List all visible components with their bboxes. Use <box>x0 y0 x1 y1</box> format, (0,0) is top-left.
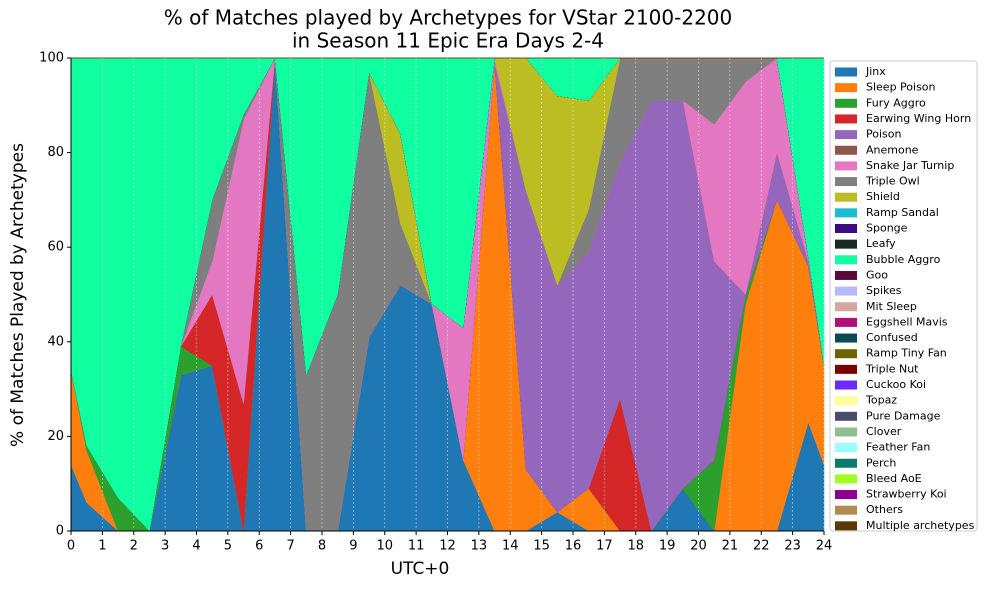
x-tick-label: 11 <box>408 539 425 554</box>
legend-label: Bubble Aggro <box>866 253 941 266</box>
legend: Jinx Sleep Poison Fury Aggro Earwing Wing H… <box>835 65 975 532</box>
x-tick-label: 0 <box>67 539 75 554</box>
legend-label: Perch <box>866 456 896 469</box>
x-tick-label: 21 <box>722 539 739 554</box>
legend-label: Bleed AoE <box>866 472 922 485</box>
legend-swatch <box>835 224 857 233</box>
x-tick-label: 12 <box>439 539 456 554</box>
legend-swatch <box>835 130 857 140</box>
y-tick-label: 0 <box>56 524 64 539</box>
legend-swatch <box>835 333 857 343</box>
legend-label: Confused <box>866 331 918 344</box>
legend-swatch <box>835 505 857 515</box>
legend-swatch <box>835 239 857 249</box>
legend-label: Poison <box>866 128 901 141</box>
legend-swatch <box>835 474 857 484</box>
x-tick-label: 16 <box>565 539 582 554</box>
x-tick-label: 18 <box>627 539 644 554</box>
legend-swatch <box>835 177 857 187</box>
x-tick-label: 23 <box>784 539 801 554</box>
legend-swatch <box>835 98 857 108</box>
legend-swatch <box>835 443 857 453</box>
y-tick-label: 20 <box>47 429 64 444</box>
legend-swatch <box>835 83 857 93</box>
legend-label: Anemone <box>866 143 919 156</box>
legend-label: Cuckoo Koi <box>866 378 926 391</box>
y-tick-label: 40 <box>47 334 64 349</box>
legend-label: Eggshell Mavis <box>866 315 948 328</box>
legend-swatch <box>835 114 857 124</box>
x-tick-label: 14 <box>502 539 519 554</box>
x-tick-label: 9 <box>349 539 357 554</box>
x-tick-label: 4 <box>192 539 200 554</box>
chart-title: in Season 11 Epic Era Days 2-4 <box>292 29 604 53</box>
x-tick-label: 1 <box>98 539 106 554</box>
legend-swatch <box>835 396 857 406</box>
legend-swatch <box>835 145 857 155</box>
x-tick-label: 19 <box>659 539 676 554</box>
x-tick-label: 2 <box>130 539 138 554</box>
legend-swatch <box>835 380 857 390</box>
legend-label: Goo <box>866 268 888 281</box>
legend-swatch <box>835 270 857 280</box>
legend-label: Leafy <box>866 237 896 250</box>
legend-label: Earwing Wing Horn <box>866 112 971 125</box>
legend-label: Pure Damage <box>866 409 941 422</box>
legend-label: Mit Sleep <box>866 300 917 313</box>
x-tick-label: 24 <box>816 539 833 554</box>
legend-label: Clover <box>866 425 902 438</box>
legend-swatch <box>835 364 857 374</box>
legend-label: Snake Jar Turnip <box>866 159 954 172</box>
legend-label: Ramp Tiny Fan <box>866 347 947 360</box>
x-tick-label: 13 <box>471 539 488 554</box>
x-tick-label: 22 <box>753 539 770 554</box>
legend-label: Shield <box>866 190 900 203</box>
legend-swatch <box>835 208 857 218</box>
x-axis-label: UTC+0 <box>391 559 450 579</box>
legend-swatch <box>835 192 857 202</box>
y-axis-label: % of Matches Played by Archetypes <box>8 143 28 447</box>
legend-label: Triple Owl <box>865 175 920 188</box>
legend-swatch <box>835 458 857 468</box>
x-tick-label: 5 <box>224 539 232 554</box>
legend-label: Strawberry Koi <box>866 488 947 501</box>
legend-label: Sponge <box>866 222 908 235</box>
legend-label: Sleep Poison <box>866 81 936 94</box>
y-tick-label: 80 <box>47 145 64 160</box>
y-tick-label: 100 <box>39 51 64 66</box>
legend-label: Jinx <box>865 65 886 78</box>
legend-swatch <box>835 255 857 265</box>
legend-label: Triple Nut <box>865 362 919 375</box>
x-tick-label: 15 <box>533 539 550 554</box>
x-tick-label: 8 <box>318 539 326 554</box>
legend-label: Feather Fan <box>866 441 930 454</box>
y-tick-label: 60 <box>47 240 64 255</box>
legend-swatch <box>835 521 857 531</box>
legend-swatch <box>835 349 857 359</box>
chart-title: % of Matches played by Archetypes for VS… <box>164 6 733 30</box>
legend-swatch <box>835 490 857 500</box>
legend-swatch <box>835 161 857 171</box>
x-tick-label: 17 <box>596 539 613 554</box>
legend-swatch <box>835 286 857 296</box>
legend-label: Ramp Sandal <box>866 206 939 219</box>
legend-swatch <box>835 302 857 312</box>
x-tick-label: 10 <box>376 539 393 554</box>
legend-swatch <box>835 317 857 327</box>
axes: 0 1 2 3 4 5 6 7 8 9 10 11 12 13 14 15 16 17 18 19 20 21 22 23 24… <box>39 51 832 554</box>
x-tick-label: 3 <box>161 539 169 554</box>
x-tick-label: 20 <box>690 539 707 554</box>
legend-swatch <box>835 67 857 77</box>
legend-swatch <box>835 411 857 421</box>
legend-label: Others <box>866 503 903 516</box>
legend-label: Fury Aggro <box>866 96 926 109</box>
legend-label: Topaz <box>865 394 897 407</box>
legend-label: Multiple archetypes <box>866 519 975 532</box>
legend-label: Spikes <box>866 284 902 297</box>
x-tick-label: 6 <box>255 539 263 554</box>
legend-swatch <box>835 427 857 437</box>
legend-box <box>829 60 978 532</box>
x-tick-label: 7 <box>286 539 294 554</box>
